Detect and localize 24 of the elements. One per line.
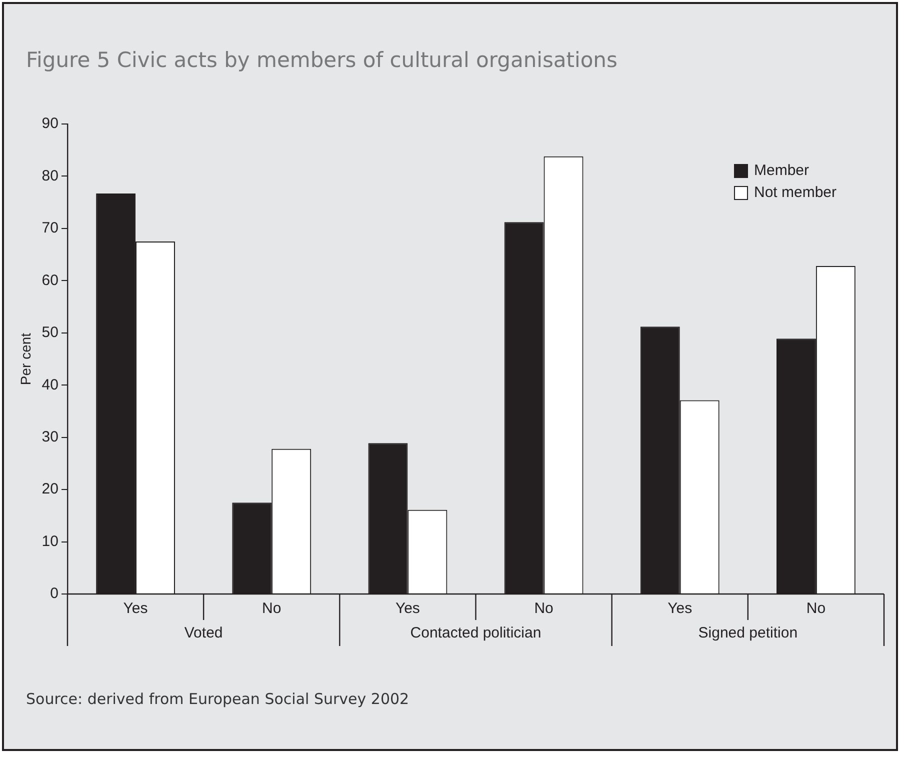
legend-label: Not member xyxy=(754,184,837,202)
text: Voted xyxy=(184,624,223,642)
y-tick-label: 30 xyxy=(42,428,58,446)
source-note: Source: derived from European Social Survey 2002 xyxy=(26,690,410,708)
y-tick-label: 0 xyxy=(50,585,58,602)
text: Contacted politician xyxy=(410,624,542,642)
y-tick-label: 90 xyxy=(42,115,58,132)
x-tick-label: No xyxy=(534,600,554,618)
y-tick-label: 40 xyxy=(42,376,58,394)
x-tick-label: No xyxy=(262,600,282,618)
y-tick-label: 70 xyxy=(42,220,58,237)
y-tick-label: 10 xyxy=(42,532,58,550)
text: Signed petition xyxy=(698,624,798,642)
y-tick-label: 50 xyxy=(42,324,58,342)
x-tick-label: Yes xyxy=(668,600,692,618)
y-tick-label: 20 xyxy=(42,480,58,498)
x-tick-label: No xyxy=(806,600,826,618)
x-tick-label: Yes xyxy=(123,600,148,618)
y-axis-title: Per cent xyxy=(17,332,34,386)
x-tick-label: Yes xyxy=(395,600,420,618)
legend-label: Member xyxy=(754,162,810,180)
y-tick-label: 80 xyxy=(42,167,58,184)
y-tick-label: 60 xyxy=(42,272,58,289)
chart-title: Figure 5 Civic acts by members of cultural organisations xyxy=(26,48,618,72)
